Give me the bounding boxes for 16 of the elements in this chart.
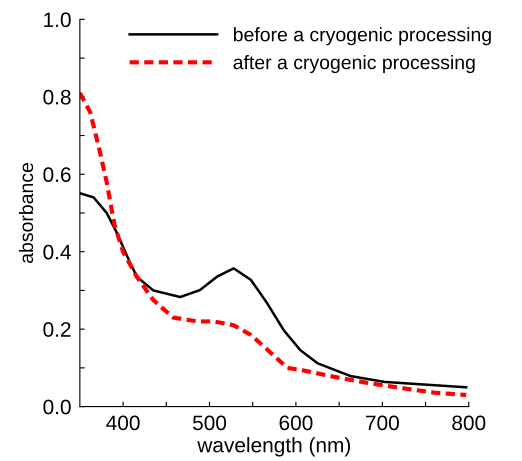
x-tick-label: 800 [452,415,486,430]
y-tick-label: 0.4 [43,244,71,260]
line-series [80,90,468,398]
x-tick-label: 400 [106,415,140,430]
x-tick-label: 700 [366,415,399,430]
legend-label: before a cryogenic processing [234,27,491,46]
x-tick-label: 600 [280,415,312,430]
x-tick-label: 500 [192,415,226,430]
x-axis-title: wavelength (nm) [197,437,350,457]
y-tick-label: 0.0 [43,400,71,414]
y-tick-label: 1.0 [44,12,71,28]
y-tick-label: 0.8 [43,90,71,105]
y-tick-label: 0.6 [43,167,71,182]
legend-label: after a cryogenic processing [234,54,475,74]
y-axis-title: absorbance [18,163,34,263]
y-tick-label: 0.2 [43,322,70,337]
